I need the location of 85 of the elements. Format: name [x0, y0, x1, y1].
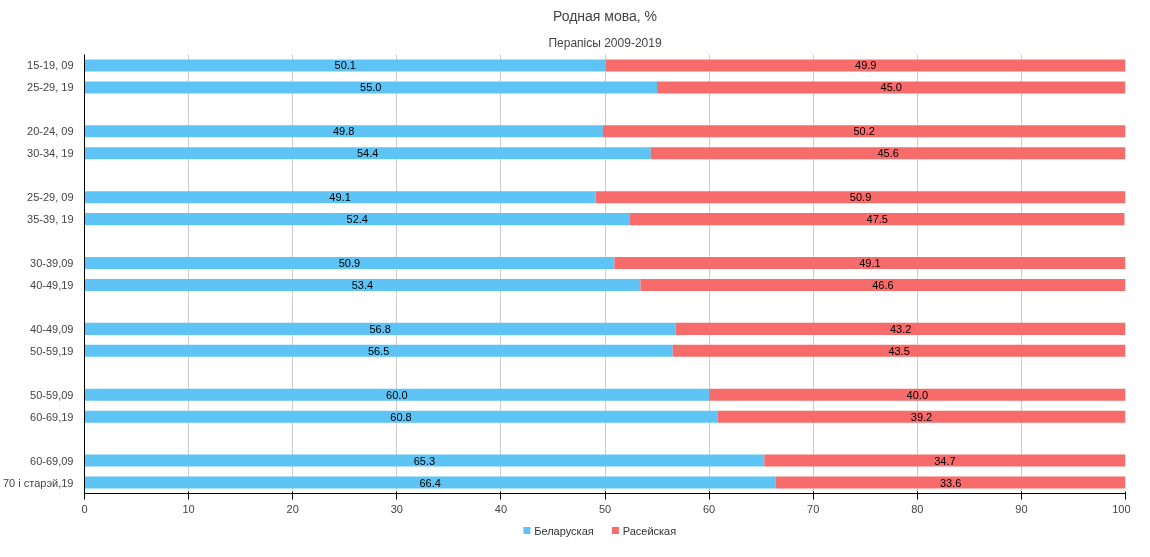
bar	[84, 476, 776, 489]
y-tick-label: 30-39,09	[30, 257, 74, 270]
y-tick-label: 60-69,09	[30, 454, 74, 467]
x-tick-label: 100	[1112, 502, 1131, 515]
bar	[84, 147, 651, 160]
data-label: 56.8	[369, 322, 391, 335]
bar	[84, 213, 630, 226]
x-tick-label: 60	[702, 502, 716, 515]
legend-label: Беларуская	[534, 524, 594, 537]
bar	[629, 213, 1125, 226]
y-tick-label: 60-69,19	[30, 410, 74, 423]
y-tick-label: 70 і старэй,19	[3, 476, 74, 489]
y-tick-label: 35-39, 19	[27, 213, 74, 226]
bar	[717, 410, 1126, 423]
y-tick-label: 30-34, 19	[27, 147, 74, 160]
data-label: 60.8	[390, 410, 412, 423]
y-tick-label: 40-49,09	[30, 322, 74, 335]
x-tick-label: 10	[182, 502, 195, 515]
bar	[84, 191, 596, 204]
bar	[84, 344, 673, 357]
bar	[775, 476, 1126, 489]
x-tick-label: 80	[911, 502, 924, 515]
y-tick-label: 50-59,09	[30, 388, 74, 401]
bar	[614, 256, 1126, 270]
bar	[84, 59, 607, 72]
bar	[640, 278, 1126, 292]
data-label: 50.9	[338, 257, 361, 270]
data-label: 55.0	[360, 81, 382, 94]
bar	[709, 388, 1126, 401]
y-tick-label: 40-49,19	[30, 278, 74, 291]
bar	[84, 388, 710, 401]
data-label: 65.3	[413, 454, 436, 467]
data-label: 46.6	[872, 278, 894, 291]
data-label: 54.4	[356, 147, 379, 160]
data-label: 52.4	[346, 213, 368, 226]
data-label: 39.2	[910, 410, 933, 423]
data-label: 49.8	[333, 125, 355, 138]
bar	[84, 256, 615, 270]
bar	[84, 454, 765, 467]
data-label: 66.4	[419, 476, 441, 489]
data-label: 53.4	[351, 278, 374, 291]
y-tick-label: 20-24, 09	[27, 125, 74, 138]
data-label: 49.9	[855, 59, 877, 72]
bar	[84, 125, 603, 138]
bar	[675, 322, 1126, 335]
data-label: 49.1	[859, 257, 881, 270]
bar	[602, 125, 1126, 138]
chart-title: Родная мова, %	[552, 7, 658, 24]
data-label: 45.0	[880, 81, 902, 94]
bar	[606, 59, 1126, 72]
data-label: 50.9	[849, 191, 872, 204]
data-label: 49.1	[329, 191, 351, 204]
x-tick-label: 70	[807, 502, 820, 515]
x-tick-label: 90	[1015, 502, 1028, 515]
data-label: 50.2	[853, 125, 875, 138]
data-label: 56.5	[367, 344, 390, 357]
bar	[672, 344, 1126, 357]
data-label: 45.6	[877, 147, 899, 160]
data-label: 43.5	[888, 344, 910, 357]
bar	[657, 81, 1126, 94]
data-label: 50.1	[334, 59, 356, 72]
data-label: 43.2	[889, 322, 912, 335]
y-tick-label: 25-29, 09	[27, 191, 74, 204]
bar	[650, 147, 1126, 160]
x-tick-label: 0	[81, 502, 88, 515]
bar	[84, 81, 658, 94]
data-label: 60.0	[386, 388, 408, 401]
data-label: 47.5	[866, 213, 888, 226]
bar	[764, 454, 1126, 467]
y-tick-label: 50-59,19	[30, 344, 74, 357]
y-tick-label: 25-29, 19	[27, 81, 74, 94]
bar	[595, 191, 1126, 204]
x-tick-label: 40	[494, 502, 508, 515]
legend-label: Расейская	[622, 524, 677, 537]
x-tick-label: 50	[598, 502, 612, 515]
data-label: 33.6	[939, 476, 962, 489]
data-label: 40.0	[906, 388, 929, 401]
chart-subtitle: Перапісы 2009-2019	[548, 35, 662, 50]
x-tick-label: 30	[390, 502, 403, 515]
data-label: 34.7	[934, 454, 956, 467]
bar	[84, 322, 676, 335]
y-tick-label: 15-19, 09	[27, 59, 74, 72]
x-tick-label: 20	[286, 502, 299, 515]
bar	[84, 410, 718, 423]
bar	[84, 278, 641, 292]
